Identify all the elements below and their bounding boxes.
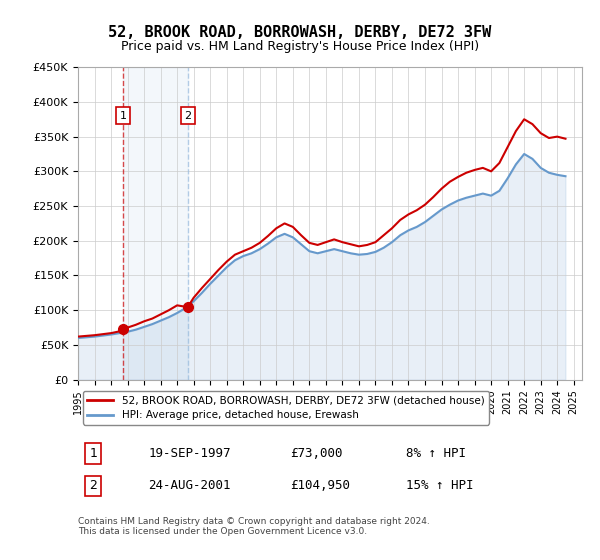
Text: 19-SEP-1997: 19-SEP-1997 <box>149 447 231 460</box>
Text: Contains HM Land Registry data © Crown copyright and database right 2024.
This d: Contains HM Land Registry data © Crown c… <box>78 517 430 536</box>
Bar <box>123 67 188 380</box>
Text: 15% ↑ HPI: 15% ↑ HPI <box>406 479 473 492</box>
Text: 52, BROOK ROAD, BORROWASH, DERBY, DE72 3FW: 52, BROOK ROAD, BORROWASH, DERBY, DE72 3… <box>109 25 491 40</box>
Text: 1: 1 <box>89 447 97 460</box>
Text: Price paid vs. HM Land Registry's House Price Index (HPI): Price paid vs. HM Land Registry's House … <box>121 40 479 53</box>
Text: 24-AUG-2001: 24-AUG-2001 <box>149 479 231 492</box>
Text: 1: 1 <box>119 111 127 121</box>
Text: 2: 2 <box>184 111 191 121</box>
Text: 8% ↑ HPI: 8% ↑ HPI <box>406 447 466 460</box>
Text: £73,000: £73,000 <box>290 447 342 460</box>
Text: 2: 2 <box>89 479 97 492</box>
Text: £104,950: £104,950 <box>290 479 350 492</box>
Legend: 52, BROOK ROAD, BORROWASH, DERBY, DE72 3FW (detached house), HPI: Average price,: 52, BROOK ROAD, BORROWASH, DERBY, DE72 3… <box>83 391 488 424</box>
